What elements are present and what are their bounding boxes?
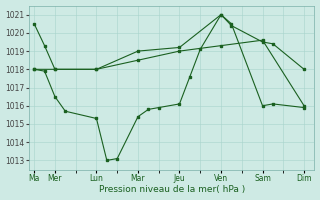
X-axis label: Pression niveau de la mer( hPa ): Pression niveau de la mer( hPa ) [99,185,245,194]
